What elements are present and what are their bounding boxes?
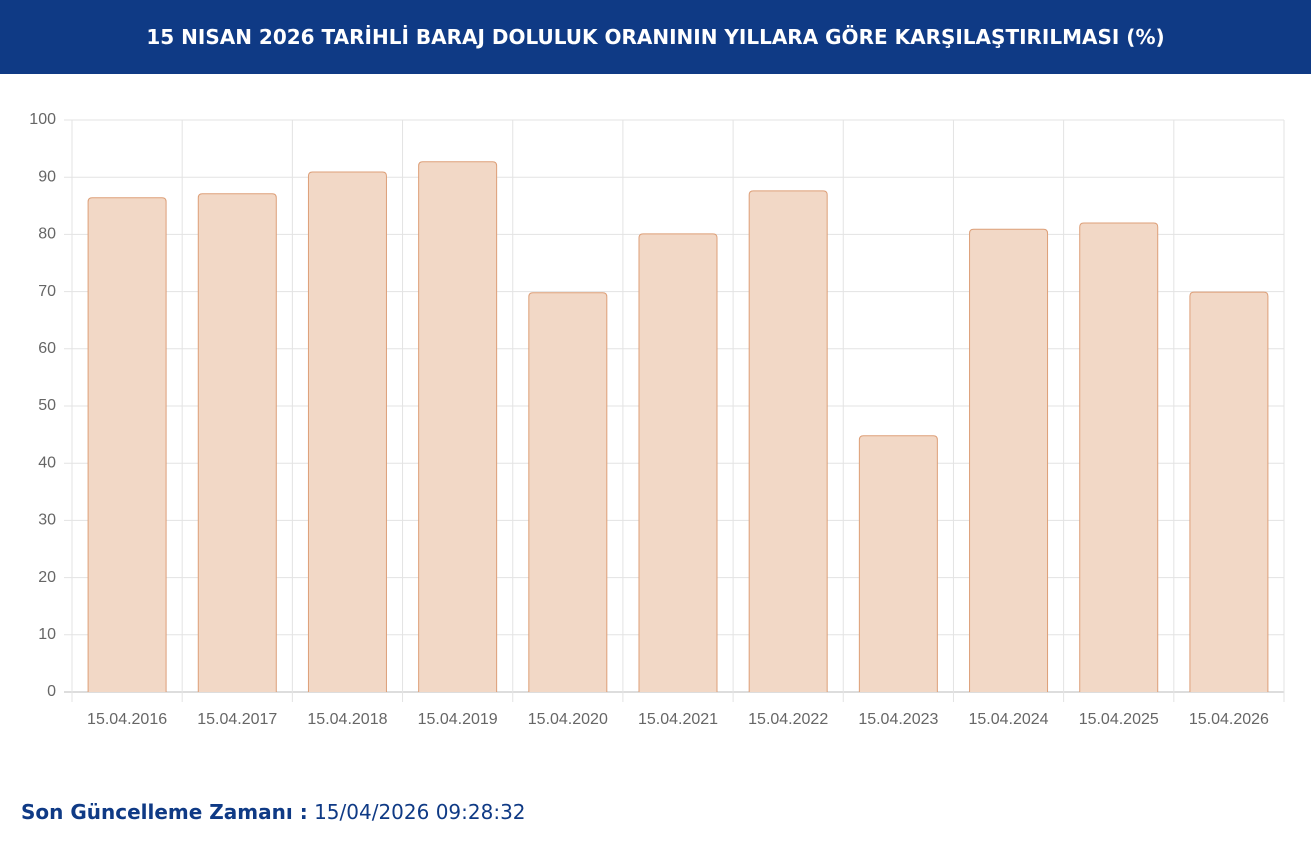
bar (307, 171, 387, 692)
x-tick-label: 15.04.2018 (307, 711, 387, 728)
x-tick-label: 15.04.2022 (748, 711, 828, 728)
y-tick-label: 70 (38, 283, 56, 300)
x-tick-label: 15.04.2020 (528, 711, 608, 728)
bar (969, 228, 1049, 692)
bar (1079, 222, 1159, 692)
bar (87, 197, 167, 692)
footer: Son Güncelleme Zamanı : 15/04/2026 09:28… (21, 800, 526, 824)
y-tick-label: 100 (29, 111, 56, 128)
x-tick-label: 15.04.2025 (1079, 711, 1159, 728)
y-tick-label: 90 (38, 168, 56, 185)
bar (748, 190, 828, 692)
x-tick-label: 15.04.2016 (87, 711, 167, 728)
footer-label: Son Güncelleme Zamanı : (21, 800, 308, 824)
x-tick-label: 15.04.2024 (969, 711, 1049, 728)
y-tick-label: 0 (47, 683, 56, 700)
chart: 0 10 20 30 40 50 60 70 80 90 100 15.04.2016 15.04.20… (29, 111, 1285, 728)
bar (638, 233, 718, 692)
bar (197, 193, 277, 692)
y-tick-label: 50 (38, 397, 56, 414)
x-tick-label: 15.04.2017 (197, 711, 277, 728)
x-tick-label: 15.04.2026 (1189, 711, 1269, 728)
bar (858, 435, 938, 692)
footer-value: 15/04/2026 09:28:32 (314, 800, 526, 824)
x-tick-label: 15.04.2019 (418, 711, 498, 728)
chart-title: 15 NISAN 2026 TARİHLİ BARAJ DOLULUK ORAN… (0, 0, 1311, 74)
x-tick-label: 15.04.2023 (858, 711, 938, 728)
y-tick-label: 40 (38, 454, 56, 471)
bar (418, 161, 498, 692)
x-tick-label: 15.04.2021 (638, 711, 718, 728)
bar (1189, 291, 1269, 692)
y-tick-label: 30 (38, 512, 56, 529)
y-tick-label: 60 (38, 340, 56, 357)
y-tick-label: 10 (38, 626, 56, 643)
bar (528, 292, 608, 692)
y-tick-label: 20 (38, 569, 56, 586)
y-tick-label: 80 (38, 226, 56, 243)
